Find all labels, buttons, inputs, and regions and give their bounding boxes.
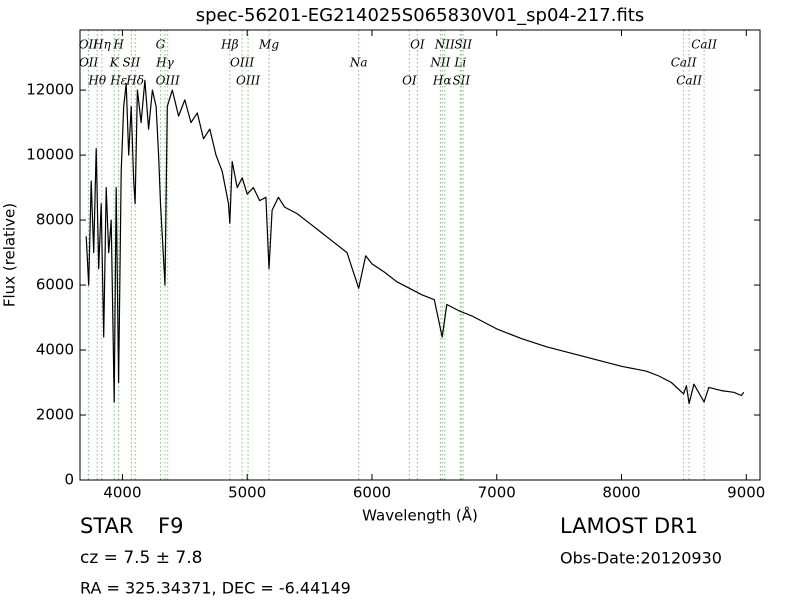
y-tick-label: 0 — [64, 471, 74, 489]
spectral-line-label: G — [156, 38, 166, 52]
subclass: F9 — [158, 514, 183, 538]
spectral-line-label: Li — [453, 56, 466, 70]
redshift: cz = 7.5 ± 7.8 — [80, 548, 202, 568]
chart-title: spec-56201-EG214025S065830V01_sp04-217.f… — [196, 5, 644, 26]
spectral-line-label: OIII — [236, 74, 260, 88]
x-tick-label: 5000 — [228, 484, 266, 502]
spectral-line-label: OIII — [156, 74, 180, 88]
y-tick-label: 10000 — [26, 146, 74, 164]
spectral-line-label: SII — [123, 56, 141, 70]
spectral-line-label: OII — [79, 38, 99, 52]
spectral-line-label: SII — [452, 74, 470, 88]
x-tick-label: 8000 — [602, 484, 640, 502]
y-axis-label: Flux (relative) — [1, 203, 19, 307]
spectral-line-label: Na — [349, 56, 368, 70]
spectral-line-label: Mg — [258, 38, 279, 52]
spectral-line-label: OI — [410, 38, 425, 52]
y-tick-label: 4000 — [36, 341, 74, 359]
spectral-line-label: OII — [79, 56, 99, 70]
spectral-line-label: CaII — [691, 38, 717, 52]
plot-frame — [79, 29, 761, 481]
spectrum-line — [85, 79, 745, 405]
x-tick-label: 6000 — [353, 484, 391, 502]
spectral-line-label: Hδ — [125, 74, 144, 88]
spectral-line-label: Hη — [92, 38, 111, 52]
spectral-line-label: H — [112, 38, 124, 52]
spectral-line-label: SII — [454, 38, 472, 52]
y-tick-label: 2000 — [36, 406, 74, 424]
spectral-line-label: OI — [402, 74, 417, 88]
coordinates: RA = 325.34371, DEC = -6.44149 — [80, 579, 351, 598]
x-tick-label: 9000 — [727, 484, 765, 502]
x-tick-label: 4000 — [103, 484, 141, 502]
y-tick-label: 6000 — [36, 276, 74, 294]
spectral-line-label: Hθ — [87, 74, 106, 88]
x-tick-label: 7000 — [478, 484, 516, 502]
spectral-line-label: OIII — [230, 56, 254, 70]
spectral-line-label: Hα — [432, 74, 452, 88]
spectral-line-label: Hε — [109, 74, 127, 88]
spectral-line-label: K — [109, 56, 120, 70]
obs-date: Obs-Date:20120930 — [560, 549, 722, 568]
x-axis-label: Wavelength (Å) — [362, 506, 478, 525]
spectral-line-label: Hγ — [155, 56, 174, 70]
survey: LAMOST DR1 — [560, 514, 698, 538]
class: STAR — [80, 514, 133, 538]
spectral-line-label: Hβ — [220, 38, 238, 52]
spectral-line-label: NII — [434, 38, 455, 52]
y-tick-label: 12000 — [26, 81, 74, 99]
spectral-line-label: NII — [429, 56, 450, 70]
spectral-line-label: CaII — [671, 56, 697, 70]
spectral-line-label: CaII — [676, 74, 702, 88]
y-tick-label: 8000 — [36, 211, 74, 229]
